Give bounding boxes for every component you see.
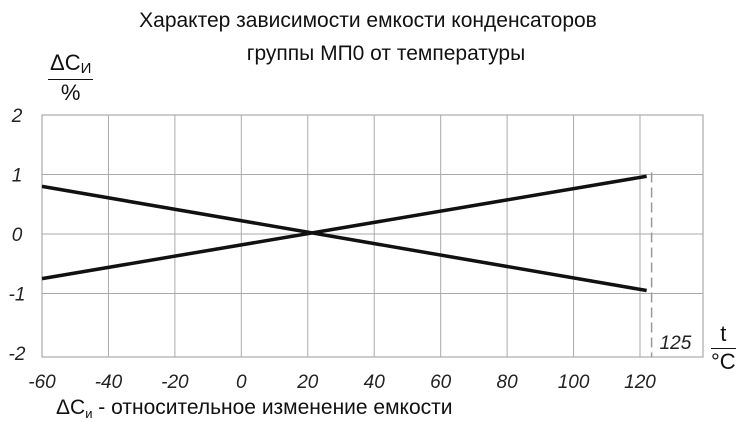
x-axis-label-symbol: t: [720, 321, 727, 346]
y-tick-label: 1: [12, 166, 23, 187]
series-line-1: [41, 184, 647, 293]
series-layer: [41, 174, 647, 293]
x-tick-label: 60: [430, 372, 452, 393]
y-axis-label: ΔCИ %: [48, 50, 94, 104]
x-tick-label: -40: [95, 372, 123, 393]
plot-area: [41, 114, 704, 358]
y-axis-label-unit: %: [48, 79, 94, 104]
tick-labels: -60 -40 -20 0 20 40 60 80 100 120 2 1 0 -1 -2: [9, 106, 657, 393]
x-tick-label: -20: [161, 372, 189, 393]
y-tick-label: -1: [9, 285, 26, 306]
x-tick-label: -60: [28, 372, 56, 393]
x-tick-label: 80: [497, 372, 519, 393]
footnote: ΔCи - относительное изменение емкости: [56, 396, 452, 421]
x-axis-label-unit: °C: [711, 348, 736, 374]
footnote-subscript: и: [85, 406, 93, 421]
footnote-symbol: ΔC: [56, 396, 86, 419]
chart-title-line-2: группы МП0 от температуры: [246, 42, 526, 65]
grid-lines: [42, 115, 703, 357]
y-tick-label: 2: [11, 106, 23, 127]
chart-title-line-1: Характер зависимости емкости конденсатор…: [139, 9, 597, 32]
x-tick-label: 0: [236, 372, 247, 393]
marker-label: 125: [660, 333, 692, 354]
x-tick-label: 100: [558, 372, 590, 393]
y-tick-label: -2: [9, 344, 26, 365]
x-tick-label: 20: [296, 372, 319, 393]
y-axis-label-symbol: ΔC: [50, 50, 81, 75]
x-tick-label: 120: [624, 372, 656, 393]
x-axis-label: t °C: [711, 323, 736, 373]
y-tick-label: 0: [12, 225, 23, 246]
series-line-2: [41, 174, 647, 281]
marker-layer: 125: [650, 172, 692, 357]
footnote-text: - относительное изменение емкости: [92, 396, 453, 419]
x-tick-label: 40: [364, 372, 386, 393]
y-axis-label-subscript: И: [80, 60, 92, 77]
